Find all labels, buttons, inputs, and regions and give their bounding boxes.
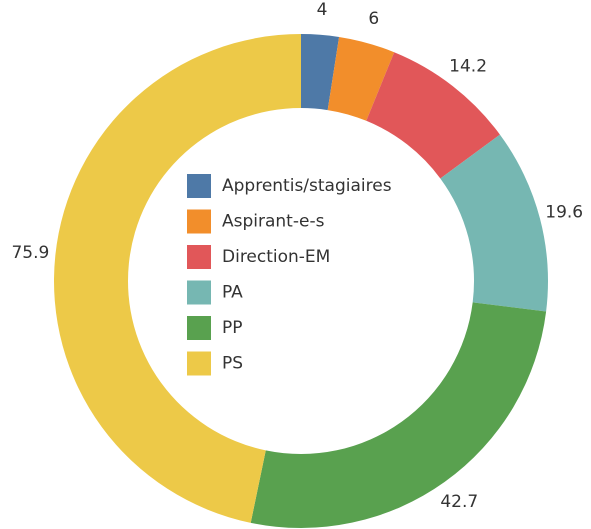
data-label: 42.7 bbox=[440, 492, 478, 512]
data-label: 14.2 bbox=[449, 56, 487, 76]
legend-swatch bbox=[187, 280, 211, 305]
legend-swatch bbox=[187, 174, 211, 198]
legend-label: PA bbox=[222, 283, 243, 303]
donut-segment bbox=[250, 302, 547, 528]
legend-swatch bbox=[187, 209, 211, 234]
legend-swatch bbox=[187, 316, 211, 340]
legend-label: PP bbox=[222, 318, 243, 338]
legend-label: Direction-EM bbox=[222, 247, 330, 267]
legend-swatch bbox=[187, 351, 211, 376]
donut-segment bbox=[327, 36, 395, 121]
legend-label: PS bbox=[222, 354, 243, 374]
donut-segment bbox=[366, 52, 500, 179]
legend-label: Apprentis/stagiaires bbox=[222, 176, 392, 196]
data-label: 4 bbox=[317, 0, 328, 20]
data-label: 19.6 bbox=[545, 202, 583, 222]
donut-segment bbox=[53, 34, 302, 523]
data-label: 75.9 bbox=[11, 243, 49, 263]
data-label: 6 bbox=[368, 9, 379, 29]
legend-swatch bbox=[187, 245, 211, 269]
donut-segment bbox=[301, 34, 340, 111]
donut-segment bbox=[440, 134, 548, 312]
legend-label: Aspirant-e-s bbox=[222, 212, 325, 232]
